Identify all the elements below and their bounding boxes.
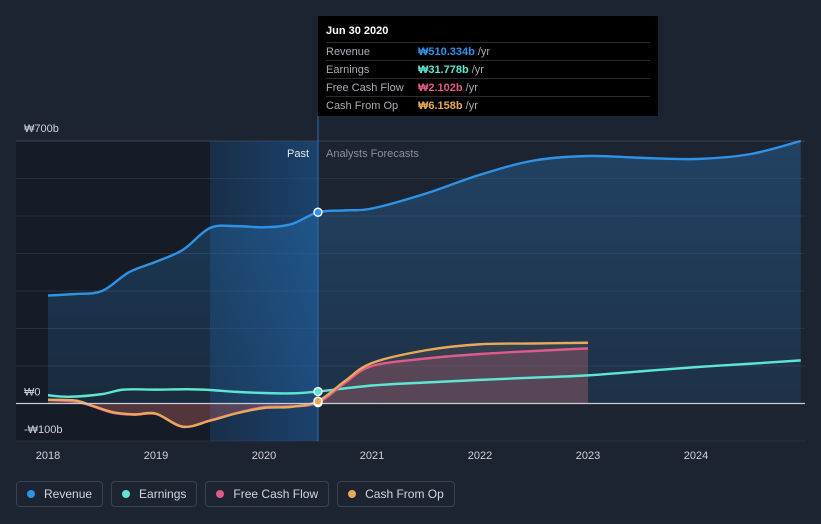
legend-dot-icon <box>27 490 35 498</box>
tooltip: Jun 30 2020 Revenue ₩510.334b/yr Earnings ₩… <box>318 16 658 116</box>
legend-dot-icon <box>122 490 131 498</box>
cash-from-op-marker <box>313 396 323 406</box>
tooltip-value: ₩6.158b <box>418 99 463 112</box>
x-tick-label: 2022 <box>468 450 492 462</box>
series-lines <box>47 139 802 429</box>
tooltip-row-free-cash-flow: Free Cash Flow ₩2.102b/yr <box>326 78 650 96</box>
legend-dot-icon <box>348 490 357 498</box>
y-axis-ticks: ₩700b ₩0 -₩100b <box>24 123 63 436</box>
y-tick-label: ₩0 <box>24 387 41 399</box>
legend-label: Earnings <box>139 487 187 501</box>
legend-label: Free Cash Flow <box>233 487 319 501</box>
tooltip-row-revenue: Revenue ₩510.334b/yr <box>326 42 650 60</box>
cash-from-op-line <box>47 341 589 429</box>
legend-dot-icon <box>216 490 225 498</box>
legend-item-cash-from-op[interactable]: Cash From Op <box>337 481 455 507</box>
tooltip-rows: Revenue ₩510.334b/yr Earnings ₩31.778b/yr Fr… <box>326 42 650 114</box>
series-areas <box>48 141 801 427</box>
free-cash-flow-area <box>48 348 588 427</box>
x-tick-label: 2024 <box>684 450 708 462</box>
tooltip-value: ₩31.778b <box>418 63 469 76</box>
x-axis-ticks: 2018 2019 2020 2021 2022 2023 2024 <box>36 450 708 462</box>
tooltip-unit: /yr <box>465 99 478 112</box>
forecast-label: Analysts Forecasts <box>326 148 419 160</box>
x-tick-label: 2023 <box>576 450 600 462</box>
x-tick-label: 2020 <box>252 450 276 462</box>
tooltip-label: Cash From Op <box>326 99 399 112</box>
tooltip-date: Jun 30 2020 <box>326 25 389 37</box>
past-label: Past <box>287 148 309 160</box>
tooltip-row-cash-from-op: Cash From Op ₩6.158b/yr <box>326 96 650 114</box>
earnings-line <box>47 359 801 398</box>
legend-item-free-cash-flow[interactable]: Free Cash Flow <box>205 481 330 507</box>
y-tick-label: -₩100b <box>24 424 63 436</box>
tooltip-value: ₩2.102b <box>418 81 463 94</box>
legend-item-earnings[interactable]: Earnings <box>111 481 198 507</box>
tooltip-value: ₩510.334b <box>418 45 475 58</box>
tooltip-unit: /yr <box>465 81 478 94</box>
tooltip-label: Free Cash Flow <box>326 81 404 94</box>
cash-from-op-area <box>48 342 588 427</box>
tooltip-label: Revenue <box>326 45 371 58</box>
hover-markers <box>313 207 323 408</box>
tooltip-unit: /yr <box>477 45 491 58</box>
legend: Revenue Earnings Free Cash Flow Cash From O… <box>16 481 455 507</box>
revenue-marker <box>313 207 323 217</box>
y-tick-label: ₩700b <box>24 123 59 135</box>
x-tick-label: 2021 <box>360 450 384 462</box>
revenue-area <box>48 141 801 404</box>
x-tick-label: 2018 <box>36 450 60 462</box>
legend-label: Cash From Op <box>365 487 444 501</box>
earnings-marker <box>313 386 323 397</box>
tooltip-row-earnings: Earnings ₩31.778b/yr <box>326 60 650 78</box>
tooltip-label: Earnings <box>326 63 370 76</box>
legend-label: Revenue <box>44 487 93 501</box>
tooltip-unit: /yr <box>471 63 484 76</box>
x-tick-label: 2019 <box>144 450 168 462</box>
legend-item-revenue[interactable]: Revenue <box>16 481 104 507</box>
